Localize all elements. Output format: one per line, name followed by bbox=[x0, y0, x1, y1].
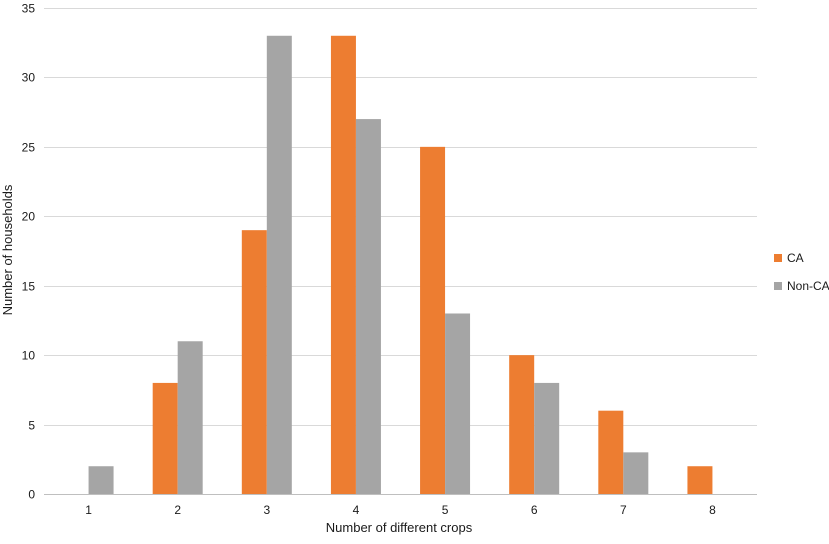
y-tick-label: 25 bbox=[22, 141, 36, 155]
x-tick-label: 7 bbox=[620, 503, 627, 517]
y-tick-label: 35 bbox=[22, 2, 36, 16]
bar-non-ca-6 bbox=[534, 382, 560, 494]
y-tick-label: 5 bbox=[28, 419, 35, 433]
bar-ca-2 bbox=[152, 382, 178, 494]
x-tick-label: 3 bbox=[263, 503, 270, 517]
y-tick-label: 10 bbox=[22, 349, 36, 363]
bar-non-ca-4 bbox=[355, 119, 381, 494]
legend-label-ca: CA bbox=[787, 251, 804, 265]
bar-non-ca-2 bbox=[177, 341, 203, 494]
bar-ca-6 bbox=[509, 355, 535, 494]
y-tick-label: 0 bbox=[28, 488, 35, 502]
legend-swatch-non-ca bbox=[774, 282, 782, 290]
legend-swatch-ca bbox=[774, 254, 782, 262]
x-tick-label: 2 bbox=[174, 503, 181, 517]
legend: CA Non-CA bbox=[774, 251, 829, 293]
bar-non-ca-7 bbox=[623, 452, 649, 494]
x-tick-label: 6 bbox=[531, 503, 538, 517]
y-tick-label: 20 bbox=[22, 210, 36, 224]
bar-ca-7 bbox=[598, 410, 624, 494]
axes: 0 5 10 15 20 25 30 35 1 2 3 4 5 6 7 8 bbox=[22, 2, 757, 517]
legend-label-non-ca: Non-CA bbox=[787, 279, 829, 293]
x-axis-title: Number of different crops bbox=[326, 520, 473, 535]
bar-non-ca-3 bbox=[266, 35, 292, 495]
y-tick-label: 15 bbox=[22, 280, 36, 294]
y-axis-title: Number of households bbox=[0, 184, 15, 315]
x-tick-label: 5 bbox=[442, 503, 449, 517]
bar-non-ca-1 bbox=[88, 466, 114, 494]
bar-ca-5 bbox=[420, 146, 446, 494]
bars bbox=[88, 35, 713, 495]
x-tick-label: 4 bbox=[353, 503, 360, 517]
x-tick-label: 8 bbox=[709, 503, 716, 517]
gridlines bbox=[44, 8, 757, 426]
bar-ca-3 bbox=[241, 230, 267, 494]
bar-ca-4 bbox=[330, 35, 356, 495]
bar-non-ca-5 bbox=[445, 313, 471, 494]
x-tick-label: 1 bbox=[85, 503, 92, 517]
bar-ca-8 bbox=[687, 466, 713, 494]
y-tick-label: 30 bbox=[22, 71, 36, 85]
